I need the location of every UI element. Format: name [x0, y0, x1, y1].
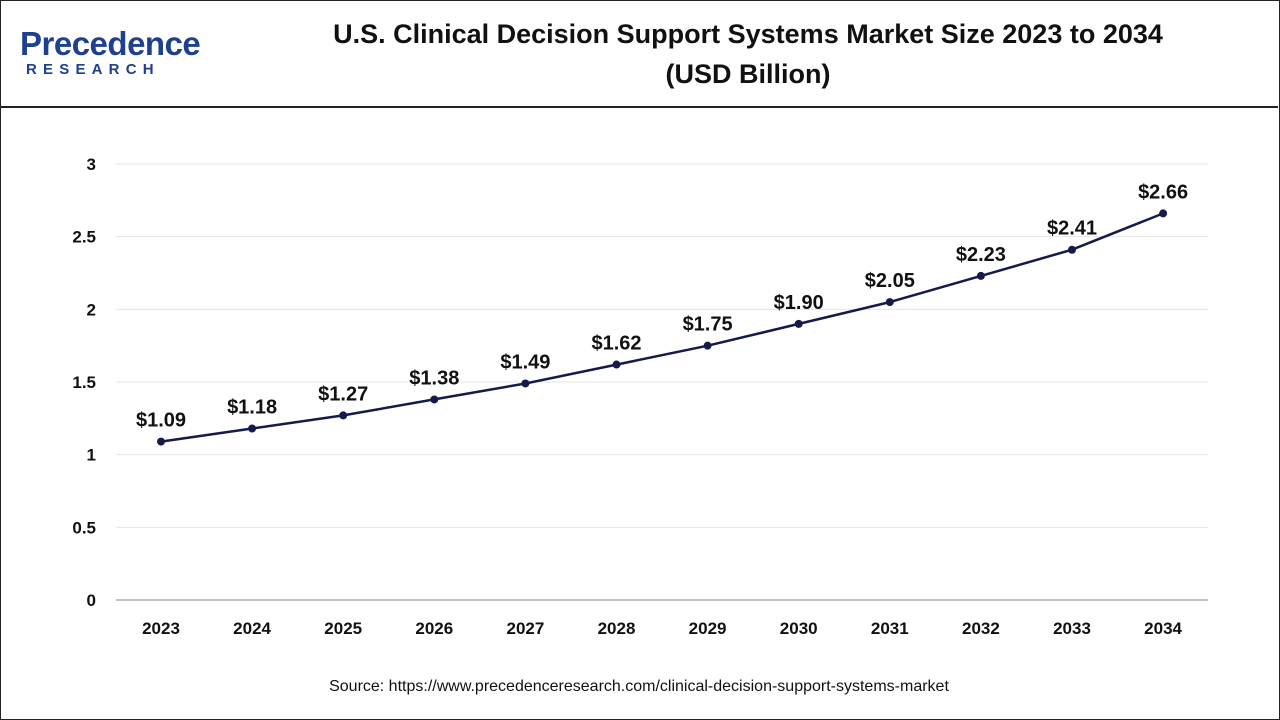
x-tick-label: 2032	[962, 619, 1000, 638]
y-tick-label: 0	[87, 591, 96, 610]
data-point	[703, 341, 712, 350]
data-label: $1.27	[318, 383, 368, 405]
x-tick-label: 2033	[1053, 619, 1091, 638]
x-tick-label: 2027	[506, 619, 544, 638]
data-point	[612, 360, 621, 369]
precedence-research-logo: Precedence RESEARCH	[20, 26, 220, 86]
series-line	[160, 212, 1164, 443]
logo-wordmark: Precedence	[20, 25, 201, 62]
data-point	[339, 411, 348, 420]
data-label: $2.05	[865, 270, 915, 292]
y-tick-label: 2.5	[72, 228, 96, 247]
x-tick-label: 2031	[871, 619, 909, 638]
y-tick-label: 1	[87, 446, 96, 465]
data-label: $2.66	[1138, 181, 1188, 203]
data-label: $1.49	[500, 351, 550, 373]
chart-title: U.S. Clinical Decision Support Systems M…	[240, 14, 1256, 94]
data-label: $1.75	[683, 314, 733, 336]
y-tick-label: 2	[87, 300, 96, 319]
x-tick-label: 2023	[142, 619, 180, 638]
data-label: $1.62	[591, 333, 641, 355]
x-tick-label: 2034	[1144, 619, 1182, 638]
data-point	[1068, 245, 1076, 254]
data-label: $1.90	[774, 292, 824, 314]
data-label: $2.23	[956, 244, 1006, 266]
data-point	[157, 437, 165, 446]
x-tick-label: 2028	[598, 619, 636, 638]
y-tick-label: 1.5	[72, 373, 96, 392]
chart-title-line-1: U.S. Clinical Decision Support Systems M…	[333, 19, 1163, 49]
header: Precedence RESEARCH U.S. Clinical Decisi…	[0, 0, 1278, 108]
chart-title-line-2: (USD Billion)	[665, 59, 831, 89]
data-point	[248, 424, 257, 433]
data-point	[430, 395, 439, 404]
source-note: Source: https://www.precedenceresearch.c…	[329, 678, 949, 695]
x-tick-label: 2029	[689, 619, 727, 638]
y-tick-label: 3	[87, 155, 96, 174]
logo-subtitle: RESEARCH	[26, 61, 160, 78]
data-point	[1159, 209, 1168, 218]
data-point	[976, 271, 985, 280]
line-chart: 0 0.5 1 1.5 2 2.5 3 2023 2024 2025 2026 2027 2028 202…	[72, 155, 1208, 638]
data-point	[521, 379, 530, 388]
x-tick-label: 2026	[415, 619, 453, 638]
data-label: $2.41	[1047, 218, 1097, 240]
data-point	[885, 298, 894, 307]
x-tick-label: 2030	[780, 619, 818, 638]
x-tick-label: 2025	[324, 619, 362, 638]
data-label: $1.18	[227, 397, 277, 419]
data-label: $1.09	[136, 410, 186, 432]
data-label: $1.38	[409, 367, 459, 389]
data-point	[794, 319, 803, 328]
y-tick-label: 0.5	[72, 518, 96, 537]
x-tick-label: 2024	[233, 619, 271, 638]
